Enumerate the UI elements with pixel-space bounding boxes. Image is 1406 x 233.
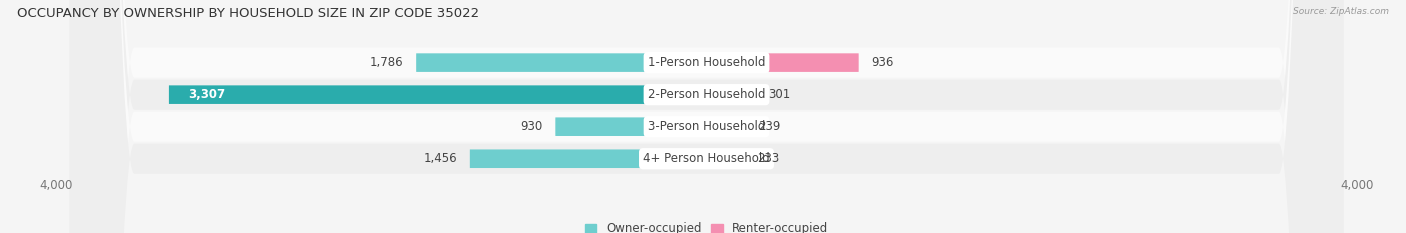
FancyBboxPatch shape (707, 117, 745, 136)
Text: 936: 936 (872, 56, 894, 69)
Text: 930: 930 (520, 120, 543, 133)
FancyBboxPatch shape (69, 0, 1344, 233)
Text: 233: 233 (758, 152, 780, 165)
Text: 3-Person Household: 3-Person Household (648, 120, 765, 133)
FancyBboxPatch shape (169, 85, 707, 104)
FancyBboxPatch shape (555, 117, 707, 136)
Text: 301: 301 (769, 88, 790, 101)
Text: 3,307: 3,307 (188, 88, 225, 101)
Text: 4+ Person Household: 4+ Person Household (643, 152, 770, 165)
FancyBboxPatch shape (416, 53, 707, 72)
FancyBboxPatch shape (707, 53, 859, 72)
FancyBboxPatch shape (69, 0, 1344, 233)
FancyBboxPatch shape (470, 149, 707, 168)
Text: 1-Person Household: 1-Person Household (648, 56, 765, 69)
FancyBboxPatch shape (69, 0, 1344, 233)
Text: 2-Person Household: 2-Person Household (648, 88, 765, 101)
Text: Source: ZipAtlas.com: Source: ZipAtlas.com (1294, 7, 1389, 16)
Text: 1,786: 1,786 (370, 56, 404, 69)
FancyBboxPatch shape (69, 0, 1344, 233)
Legend: Owner-occupied, Renter-occupied: Owner-occupied, Renter-occupied (585, 223, 828, 233)
FancyBboxPatch shape (707, 85, 755, 104)
FancyBboxPatch shape (707, 149, 744, 168)
Text: 239: 239 (758, 120, 780, 133)
Text: OCCUPANCY BY OWNERSHIP BY HOUSEHOLD SIZE IN ZIP CODE 35022: OCCUPANCY BY OWNERSHIP BY HOUSEHOLD SIZE… (17, 7, 479, 20)
Text: 1,456: 1,456 (423, 152, 457, 165)
